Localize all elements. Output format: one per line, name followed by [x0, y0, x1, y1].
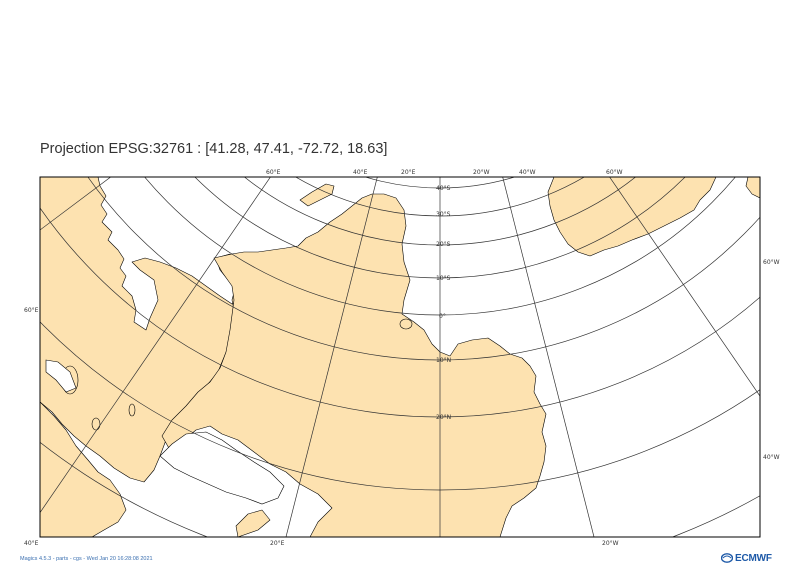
label-lat-20N: 20°N — [436, 414, 451, 421]
label-lat-10N: 10°N — [436, 357, 451, 364]
ecmwf-logo-icon — [721, 553, 733, 563]
meridian-40W — [609, 177, 760, 397]
land-asia — [40, 177, 243, 483]
label-lat-10S: 10°S — [436, 275, 451, 282]
island-4 — [91, 417, 101, 431]
label-lat-30S: 30°S — [436, 211, 451, 218]
meridian-40E — [40, 177, 271, 514]
meridian-20W — [502, 177, 595, 537]
label-bottom-20W: 20°W — [602, 540, 619, 547]
label-bottom-40E: 40°E — [24, 540, 39, 547]
land-island-top — [299, 183, 335, 207]
label-top-60E: 60°E — [266, 169, 281, 176]
label-lat-20S: 20°S — [436, 241, 451, 248]
sea-red — [159, 431, 285, 505]
land-masses — [40, 177, 760, 537]
grid-labels: 60°E 40°E 20°E 20°W 40°W 60°W 40°E 20°E … — [24, 169, 780, 547]
label-right-60W: 60°W — [763, 259, 780, 266]
label-lat-40S: 40°S — [436, 185, 451, 192]
map-frame — [39, 176, 761, 538]
label-left-60E: 60°E — [24, 307, 39, 314]
ecmwf-logo-text: ECMWF — [735, 552, 772, 564]
lat-circle-40S — [364, 177, 516, 189]
label-right-40W: 40°W — [763, 454, 780, 461]
inland-water — [45, 359, 285, 505]
land-south-america — [547, 177, 717, 257]
lat-circle-50S — [210, 0, 670, 160]
label-top-60W: 60°W — [606, 169, 623, 176]
label-top-40W: 40°W — [519, 169, 536, 176]
footer-credit: Magics 4.5.3 - parts - cgs - Wed Jan 20 … — [20, 556, 153, 562]
label-top-20E: 20°E — [401, 169, 416, 176]
meridian-60E — [40, 177, 112, 231]
label-bottom-20E: 20°E — [270, 540, 285, 547]
land-madagascar — [235, 509, 271, 537]
label-top-20W: 20°W — [473, 169, 490, 176]
land-arabia — [40, 401, 127, 537]
island-2 — [399, 318, 413, 330]
map-title: Projection EPSG:32761 : [41.28, 47.41, -… — [40, 141, 388, 157]
ecmwf-logo: ECMWF — [721, 552, 772, 564]
label-lat-0: 0° — [439, 313, 446, 320]
land-island-east — [745, 177, 760, 199]
island-3 — [128, 403, 136, 417]
meridian-20E — [285, 177, 378, 537]
label-top-40E: 40°E — [353, 169, 368, 176]
gulf-persian — [45, 359, 77, 393]
lat-circle-60S — [240, 0, 640, 130]
